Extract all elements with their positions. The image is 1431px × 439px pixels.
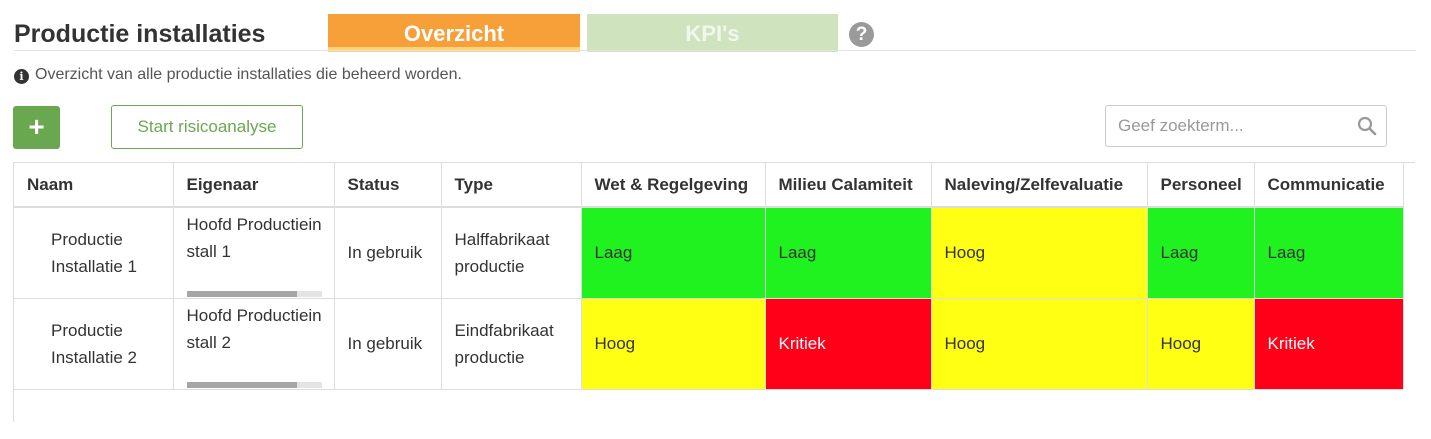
cell-risk-level: Laag [1254, 207, 1404, 299]
cell-risk-level: Hoog [1147, 298, 1255, 390]
search-icon[interactable] [1357, 116, 1377, 136]
column-header-naam[interactable]: Naam [14, 163, 174, 208]
column-header-eigenaar[interactable]: Eigenaar [173, 163, 335, 208]
table-header-row: Naam Eigenaar Status Type Wet & Regelgev… [14, 163, 1404, 208]
header-divider [14, 50, 1416, 51]
cell-naam[interactable]: Productie Installatie 1 [14, 207, 174, 299]
cell-naam[interactable]: Productie Installatie 2 [14, 298, 174, 390]
cell-risk-level: Hoog [931, 207, 1148, 299]
info-text: Overzicht van alle productie installatie… [35, 66, 462, 83]
owner-progress-fill [186, 382, 298, 388]
cell-eigenaar: Hoofd Productieinstall 2 [173, 298, 335, 390]
add-button[interactable]: + [13, 106, 60, 149]
start-risk-analysis-button[interactable]: Start risicoanalyse [111, 105, 303, 149]
column-header-naleving-zelfevaluatie[interactable]: Naleving/Zelfevaluatie [931, 163, 1148, 208]
cell-risk-level: Kritiek [765, 298, 932, 390]
table-row[interactable]: Productie Installatie 2 Hoofd Productiei… [14, 298, 1404, 390]
owner-name: Hoofd Productieinstall 1 [186, 215, 322, 262]
owner-name: Hoofd Productieinstall 2 [186, 306, 322, 352]
cell-type: Eindfabrikaat productie [441, 298, 582, 390]
owner-progress-bar [186, 382, 322, 388]
cell-eigenaar: Hoofd Productieinstall 1 [173, 207, 335, 299]
column-header-milieu-calamiteit[interactable]: Milieu Calamiteit [765, 163, 932, 208]
cell-risk-level: Kritiek [1254, 298, 1404, 390]
page-title: Productie installaties [14, 20, 266, 48]
column-header-wet-regelgeving[interactable]: Wet & Regelgeving [581, 163, 766, 208]
column-header-communicatie[interactable]: Communicatie [1254, 163, 1404, 208]
installations-table: Naam Eigenaar Status Type Wet & Regelgev… [13, 162, 1415, 422]
tab-overzicht[interactable]: Overzicht [328, 14, 580, 52]
column-header-type[interactable]: Type [441, 163, 582, 208]
column-header-status[interactable]: Status [334, 163, 442, 208]
owner-progress-fill [186, 291, 298, 298]
column-header-personeel[interactable]: Personeel [1147, 163, 1255, 208]
cell-risk-level: Laag [1147, 207, 1255, 299]
cell-type: Halffabrikaat productie [441, 207, 582, 299]
cell-risk-level: Laag [581, 207, 766, 299]
info-line: i Overzicht van alle productie installati… [14, 66, 462, 84]
cell-status: In gebruik [334, 207, 442, 299]
cell-risk-level: Hoog [931, 298, 1148, 390]
table-row[interactable]: Productie Installatie 1 Hoofd Productiei… [14, 207, 1404, 299]
tab-kpis[interactable]: KPI's [587, 14, 838, 52]
search-box [1105, 105, 1387, 147]
header: Productie installaties Overzicht KPI's ? [0, 0, 1431, 52]
cell-risk-level: Laag [765, 207, 932, 299]
cell-status: In gebruik [334, 298, 442, 390]
question-circle-icon[interactable]: ? [849, 22, 874, 47]
info-icon: i [14, 69, 29, 84]
cell-risk-level: Hoog [581, 298, 766, 390]
search-input[interactable] [1116, 115, 1350, 137]
owner-progress-bar [186, 291, 322, 298]
